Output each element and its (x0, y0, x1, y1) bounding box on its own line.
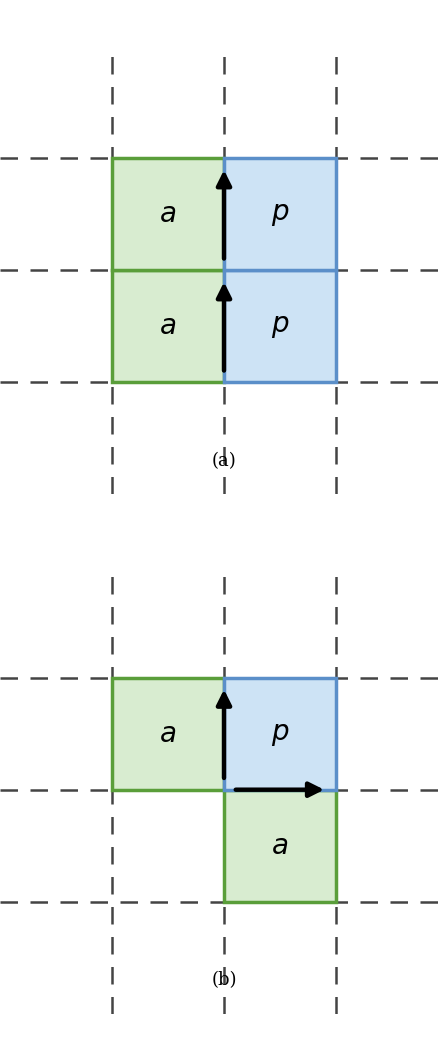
Bar (112, 158, 224, 270)
Text: $a$: $a$ (159, 200, 177, 228)
Bar (224, 158, 336, 270)
Bar (224, 790, 336, 902)
Bar (224, 270, 336, 383)
Text: $p$: $p$ (271, 313, 289, 340)
Bar (224, 677, 336, 790)
Text: $p$: $p$ (271, 720, 289, 747)
Text: (a): (a) (211, 452, 237, 470)
Bar (112, 677, 224, 790)
Text: $a$: $a$ (271, 832, 289, 860)
Text: $a$: $a$ (159, 313, 177, 340)
Text: $a$: $a$ (159, 720, 177, 747)
Text: (b): (b) (211, 971, 237, 989)
Text: $p$: $p$ (271, 200, 289, 228)
Bar (112, 270, 224, 383)
